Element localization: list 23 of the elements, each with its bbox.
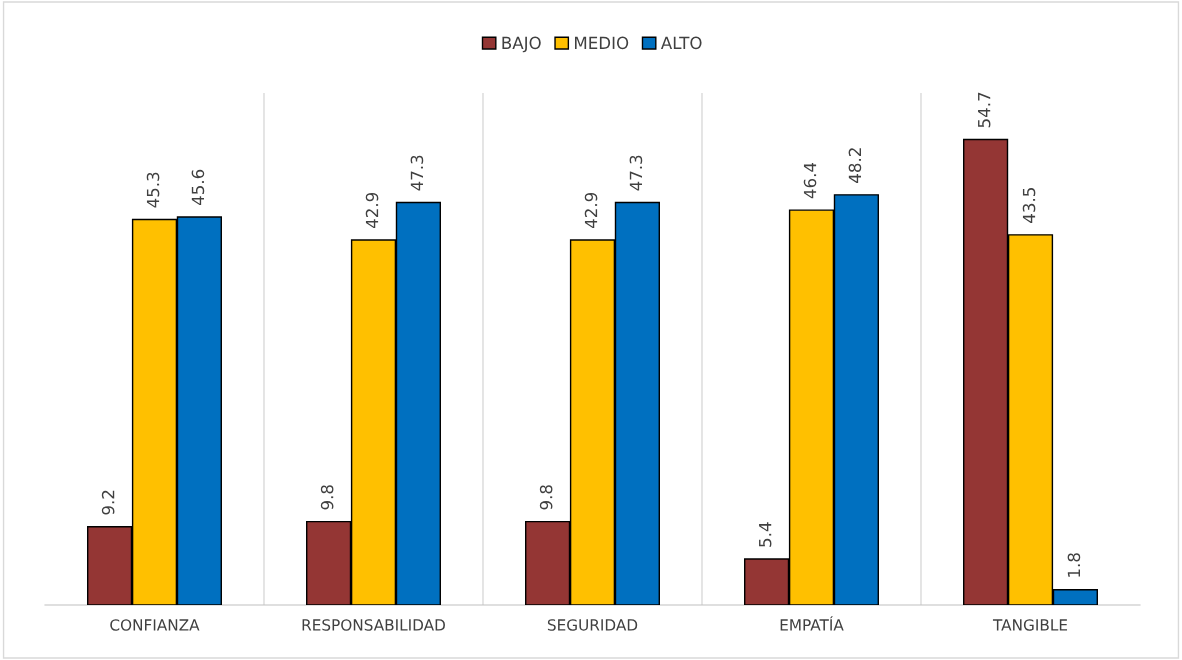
legend-label: ALTO (660, 36, 702, 50)
legend-label: BAJO (502, 36, 541, 53)
x-tick-label: SEGURIDAD (547, 619, 638, 631)
data-label: 47.3 (629, 155, 643, 191)
x-tick-label: CONFIANZA (110, 619, 200, 631)
data-label: 45.6 (191, 169, 205, 206)
data-label: 5.4 (759, 522, 772, 547)
data-label: 1.8 (1067, 553, 1081, 577)
data-label: 42.9 (365, 192, 379, 229)
data-label: 46.4 (803, 162, 817, 199)
data-label: 9.8 (320, 485, 334, 510)
legend-label: MEDIO (575, 36, 629, 50)
data-label: 9.2 (101, 490, 115, 515)
x-tick-label: EMPATÍA (780, 616, 844, 631)
data-label: 54.7 (978, 92, 991, 128)
x-tick-label: RESPONSABILIDAD (302, 619, 445, 631)
data-label: 48.2 (848, 148, 862, 183)
data-label: 9.8 (539, 485, 553, 510)
data-label: 43.5 (1022, 188, 1036, 223)
data-label: 42.9 (584, 192, 598, 229)
data-label: 45.3 (146, 172, 160, 208)
data-label: 47.3 (410, 155, 424, 191)
x-tick-label: TANGIBLE (992, 619, 1068, 631)
